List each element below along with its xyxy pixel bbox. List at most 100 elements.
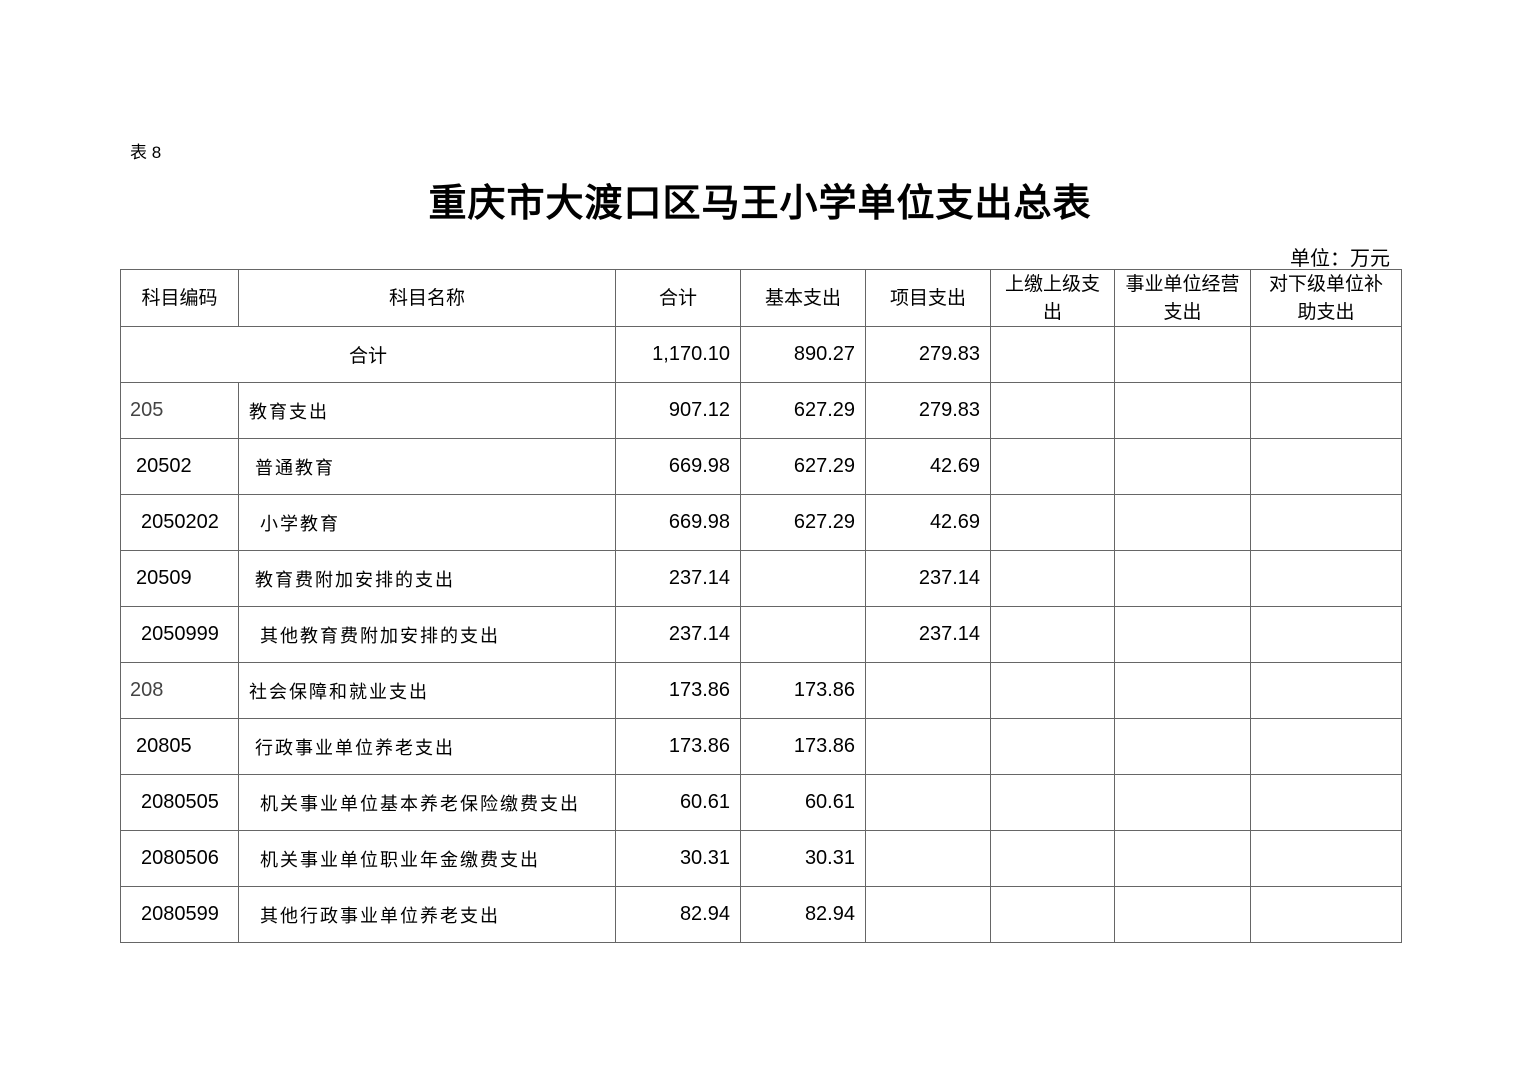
row-sum: 237.14 <box>615 550 741 607</box>
row-basic <box>740 550 866 607</box>
row-upper <box>990 438 1115 495</box>
row-sum: 237.14 <box>615 606 741 663</box>
table-row: 2080505 机关事业单位基本养老保险缴费支出 60.61 60.61 <box>120 774 1402 831</box>
row-project: 42.69 <box>865 494 991 551</box>
table-row: 208 社会保障和就业支出 173.86 173.86 <box>120 662 1402 719</box>
table-row: 2080506 机关事业单位职业年金缴费支出 30.31 30.31 <box>120 830 1402 887</box>
row-business <box>1114 606 1251 663</box>
row-sum: 60.61 <box>615 774 741 831</box>
row-subsidy <box>1250 550 1402 607</box>
total-row: 合计 1,170.10 890.27 279.83 <box>120 326 1402 383</box>
row-basic: 82.94 <box>740 886 866 943</box>
row-project <box>865 774 991 831</box>
row-subsidy <box>1250 606 1402 663</box>
header-basic: 基本支出 <box>740 269 866 327</box>
row-sum: 30.31 <box>615 830 741 887</box>
header-name: 科目名称 <box>238 269 616 327</box>
header-row: 科目编码 科目名称 合计 基本支出 项目支出 上缴上级支出 事业单位经营支出 对… <box>120 269 1402 327</box>
row-name: 行政事业单位养老支出 <box>238 718 616 775</box>
table-row: 20509 教育费附加安排的支出 237.14 237.14 <box>120 550 1402 607</box>
row-subsidy <box>1250 662 1402 719</box>
row-business <box>1114 830 1251 887</box>
header-upper: 上缴上级支出 <box>990 269 1115 327</box>
row-business <box>1114 886 1251 943</box>
header-business: 事业单位经营支出 <box>1114 269 1251 327</box>
row-project: 237.14 <box>865 550 991 607</box>
total-label: 合计 <box>120 326 616 383</box>
row-business <box>1114 662 1251 719</box>
row-project <box>865 718 991 775</box>
row-project: 237.14 <box>865 606 991 663</box>
row-subsidy <box>1250 438 1402 495</box>
table-row: 20502 普通教育 669.98 627.29 42.69 <box>120 438 1402 495</box>
row-basic: 173.86 <box>740 662 866 719</box>
row-name: 其他行政事业单位养老支出 <box>238 886 616 943</box>
row-project: 279.83 <box>865 382 991 439</box>
row-upper <box>990 718 1115 775</box>
row-basic: 627.29 <box>740 438 866 495</box>
row-business <box>1114 494 1251 551</box>
row-upper <box>990 886 1115 943</box>
row-code: 205 <box>120 382 239 439</box>
row-project: 42.69 <box>865 438 991 495</box>
header-sum: 合计 <box>615 269 741 327</box>
row-sum: 173.86 <box>615 662 741 719</box>
row-business <box>1114 718 1251 775</box>
table-row: 20805 行政事业单位养老支出 173.86 173.86 <box>120 718 1402 775</box>
table-row: 205 教育支出 907.12 627.29 279.83 <box>120 382 1402 439</box>
header-code: 科目编码 <box>120 269 239 327</box>
row-subsidy <box>1250 774 1402 831</box>
row-sum: 907.12 <box>615 382 741 439</box>
total-business <box>1114 326 1251 383</box>
row-basic: 173.86 <box>740 718 866 775</box>
row-upper <box>990 550 1115 607</box>
row-name: 普通教育 <box>238 438 616 495</box>
total-project: 279.83 <box>865 326 991 383</box>
total-upper <box>990 326 1115 383</box>
row-project <box>865 662 991 719</box>
row-name: 小学教育 <box>238 494 616 551</box>
row-basic: 627.29 <box>740 494 866 551</box>
table-row: 2080599 其他行政事业单位养老支出 82.94 82.94 <box>120 886 1402 943</box>
header-subsidy: 对下级单位补助支出 <box>1250 269 1402 327</box>
header-project: 项目支出 <box>865 269 991 327</box>
total-basic: 890.27 <box>740 326 866 383</box>
row-code: 2050999 <box>120 606 239 663</box>
row-name: 其他教育费附加安排的支出 <box>238 606 616 663</box>
row-subsidy <box>1250 830 1402 887</box>
row-business <box>1114 382 1251 439</box>
row-basic: 627.29 <box>740 382 866 439</box>
row-basic: 30.31 <box>740 830 866 887</box>
row-code: 20502 <box>120 438 239 495</box>
row-name: 社会保障和就业支出 <box>238 662 616 719</box>
row-sum: 173.86 <box>615 718 741 775</box>
unit-label: 单位：万元 <box>1290 246 1390 270</box>
total-subsidy <box>1250 326 1402 383</box>
row-code: 20509 <box>120 550 239 607</box>
row-business <box>1114 774 1251 831</box>
table-row: 2050999 其他教育费附加安排的支出 237.14 237.14 <box>120 606 1402 663</box>
row-name: 机关事业单位基本养老保险缴费支出 <box>238 774 616 831</box>
row-upper <box>990 606 1115 663</box>
row-sum: 669.98 <box>615 494 741 551</box>
row-sum: 82.94 <box>615 886 741 943</box>
row-project <box>865 886 991 943</box>
row-name: 教育费附加安排的支出 <box>238 550 616 607</box>
row-upper <box>990 382 1115 439</box>
total-sum: 1,170.10 <box>615 326 741 383</box>
row-code: 2050202 <box>120 494 239 551</box>
row-subsidy <box>1250 382 1402 439</box>
row-upper <box>990 774 1115 831</box>
row-subsidy <box>1250 718 1402 775</box>
table-row: 2050202 小学教育 669.98 627.29 42.69 <box>120 494 1402 551</box>
row-sum: 669.98 <box>615 438 741 495</box>
row-code: 20805 <box>120 718 239 775</box>
page-title: 重庆市大渡口区马王小学单位支出总表 <box>428 181 1092 225</box>
row-subsidy <box>1250 886 1402 943</box>
row-code: 208 <box>120 662 239 719</box>
row-code: 2080505 <box>120 774 239 831</box>
row-upper <box>990 494 1115 551</box>
row-project <box>865 830 991 887</box>
row-name: 教育支出 <box>238 382 616 439</box>
row-name: 机关事业单位职业年金缴费支出 <box>238 830 616 887</box>
